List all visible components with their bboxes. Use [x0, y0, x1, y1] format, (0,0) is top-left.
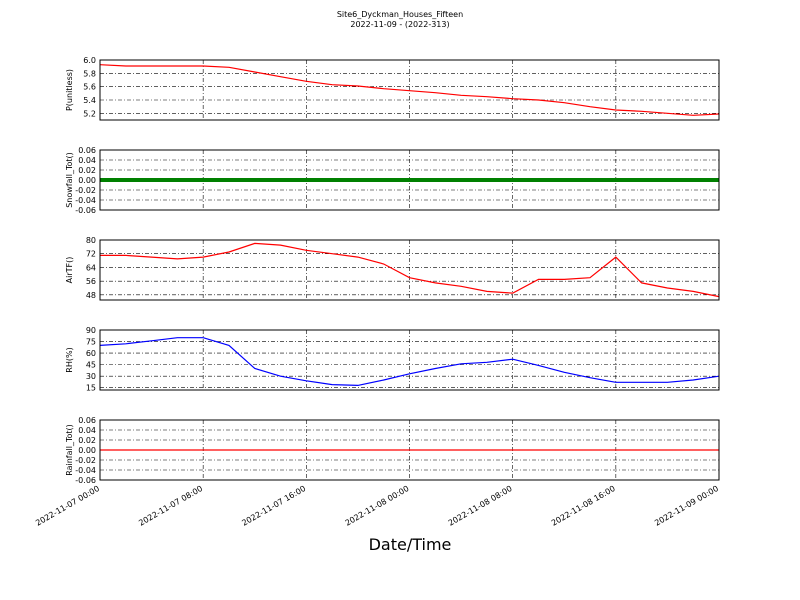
data-line	[100, 242, 720, 298]
y-tick-label: 5.8	[83, 69, 96, 78]
plot-frame	[99, 59, 720, 121]
y-tick-label: -0.06	[75, 476, 96, 485]
y-axis-label: Snowfall_Tot()	[65, 152, 74, 208]
y-tick-label: 5.6	[83, 83, 96, 92]
y-tick-label: 0.04	[78, 426, 96, 435]
y-tick-label: 56	[86, 277, 96, 286]
plot-frame	[99, 419, 720, 481]
x-axis-label: Date/Time	[369, 535, 452, 554]
y-tick-label: 30	[86, 372, 96, 381]
chart-subtitle: 2022-11-09 - (2022-313)	[350, 20, 449, 29]
data-line	[99, 337, 720, 387]
y-tick-label: 0.00	[78, 446, 96, 455]
y-tick-label: -0.04	[75, 196, 96, 205]
y-tick-label: 80	[86, 236, 96, 245]
y-tick-label: 48	[86, 291, 96, 300]
y-axis-label: P(unitless)	[65, 69, 74, 111]
y-tick-label: 0.06	[78, 146, 96, 155]
y-tick-label: -0.04	[75, 466, 96, 475]
y-tick-label: 0.02	[78, 166, 96, 175]
plot-frame	[99, 239, 720, 301]
y-tick-label: 5.4	[83, 96, 96, 105]
y-axis-label: RH(%)	[65, 347, 74, 372]
y-tick-label: 0.04	[78, 156, 96, 165]
y-tick-label: -0.06	[75, 206, 96, 215]
chart-title: Site6_Dyckman_Houses_Fifteen	[337, 10, 463, 19]
y-tick-label: 90	[86, 326, 96, 335]
y-tick-label: 45	[86, 361, 96, 370]
y-tick-label: 60	[86, 349, 96, 358]
y-tick-label: 15	[86, 384, 96, 393]
y-tick-label: 64	[86, 263, 96, 272]
y-tick-label: 0.00	[78, 176, 96, 185]
y-tick-label: 0.06	[78, 416, 96, 425]
plot-frame	[99, 149, 720, 211]
y-tick-label: 72	[86, 250, 96, 259]
y-tick-label: 5.2	[83, 109, 96, 118]
y-tick-label: 75	[86, 338, 96, 347]
plot-frame	[99, 329, 720, 391]
y-tick-label: 0.02	[78, 436, 96, 445]
y-axis-label: AirTF()	[65, 257, 74, 284]
y-tick-label: -0.02	[75, 186, 96, 195]
y-tick-label: -0.02	[75, 456, 96, 465]
data-line	[99, 64, 720, 116]
y-axis-label: Rainfall_Tot()	[65, 424, 74, 476]
y-tick-label: 6.0	[83, 56, 96, 65]
